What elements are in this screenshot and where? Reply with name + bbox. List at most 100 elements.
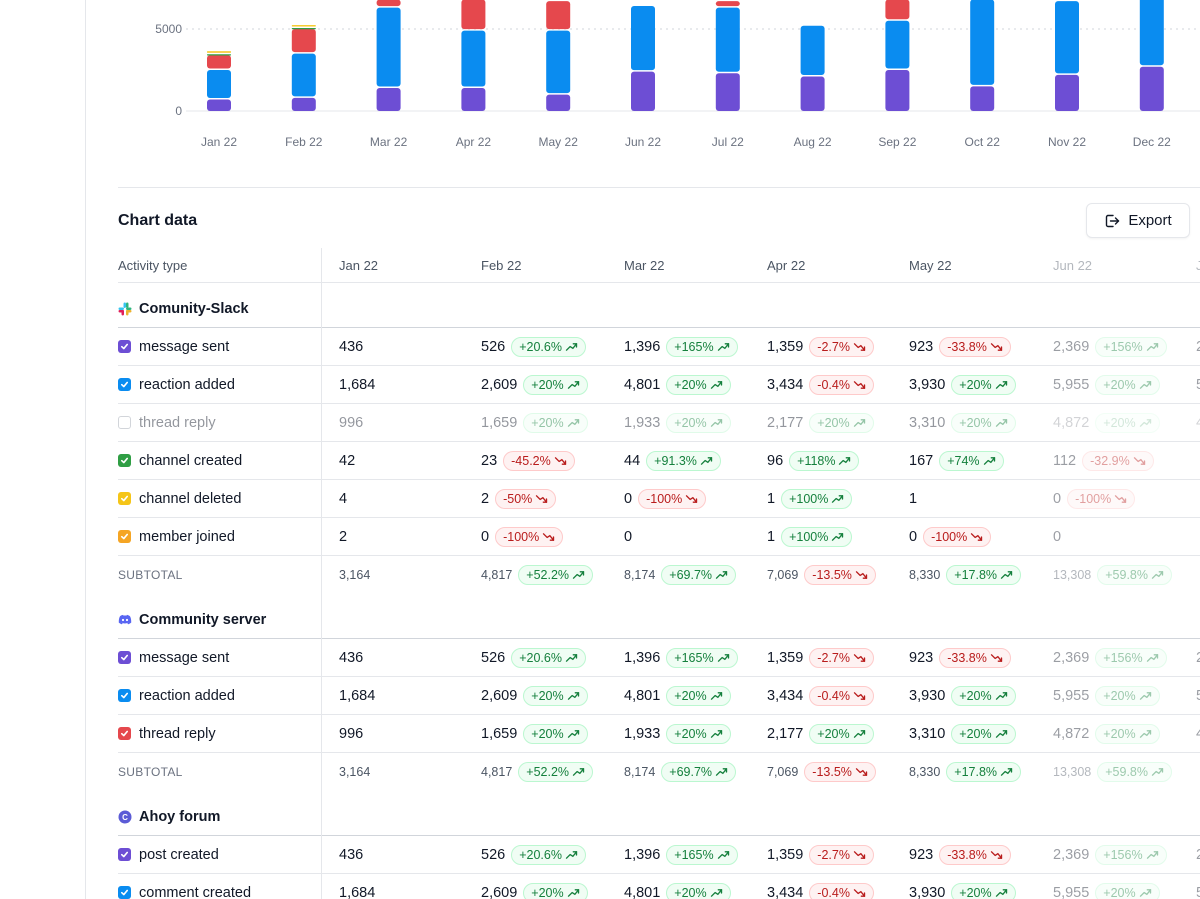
- trend-up-icon: [572, 571, 585, 579]
- trend-up-icon: [710, 691, 722, 700]
- export-button[interactable]: Export: [1086, 203, 1190, 238]
- bar-segment[interactable]: [715, 7, 740, 72]
- cell-value: 1,933: [624, 725, 661, 742]
- header-month[interactable]: Apr 22: [767, 258, 806, 273]
- table-cell: 3,434 -0.4%: [767, 366, 874, 403]
- change-badge: +100%: [781, 488, 853, 509]
- header-month[interactable]: Mar 22: [624, 258, 665, 273]
- row-checkbox[interactable]: [118, 340, 131, 353]
- activity-label-cell: thread reply: [118, 715, 216, 752]
- bar-segment[interactable]: [546, 94, 571, 111]
- row-checkbox[interactable]: [118, 492, 131, 505]
- bar-segment[interactable]: [291, 28, 316, 30]
- table-row[interactable]: message sent 436 526 +20.6% 1,396 +165% 1,359-…: [118, 639, 1200, 677]
- trend-up-icon: [839, 456, 851, 465]
- activity-label: reaction added: [139, 376, 235, 393]
- bar-segment[interactable]: [1055, 74, 1079, 111]
- row-checkbox[interactable]: [118, 416, 131, 429]
- row-checkbox[interactable]: [118, 848, 131, 861]
- group-row[interactable]: C Ahoy forum: [118, 791, 1200, 836]
- trend-up-icon: [565, 342, 578, 351]
- cell-value: 1: [767, 490, 776, 507]
- change-badge: +20%: [1095, 374, 1160, 395]
- table-row[interactable]: thread reply 996 1,659 +20% 1,933 +20% 2,177 +2…: [118, 715, 1200, 753]
- row-checkbox[interactable]: [118, 378, 131, 391]
- group-row[interactable]: Community server: [118, 594, 1200, 639]
- bar-segment[interactable]: [376, 88, 401, 111]
- group-row[interactable]: Comunity-Slack: [118, 283, 1200, 328]
- table-row[interactable]: channel created 42 23 -45.2% 44 +91.3% 96 +118%…: [118, 442, 1200, 480]
- export-icon: [1106, 214, 1120, 227]
- cell-value: 1,359: [767, 338, 804, 355]
- row-checkbox[interactable]: [118, 651, 131, 664]
- bar-segment[interactable]: [1139, 66, 1164, 111]
- bar-segment[interactable]: [800, 25, 825, 76]
- bar-segment[interactable]: [546, 30, 571, 94]
- table-cell: 996: [339, 404, 363, 441]
- bar-segment[interactable]: [715, 1, 740, 7]
- bar-segment[interactable]: [207, 70, 231, 99]
- group-label: C Ahoy forum: [118, 791, 220, 835]
- cell-value: 1,396: [624, 649, 661, 666]
- table-row[interactable]: message sent 436 526 +20.6% 1,396 +165% 1,359-…: [118, 328, 1200, 366]
- bar-segment[interactable]: [461, 88, 486, 111]
- bar-segment[interactable]: [291, 29, 316, 53]
- trend-up-icon: [853, 418, 865, 427]
- header-month[interactable]: Jun 22: [1053, 258, 1093, 273]
- activity-label-cell: reaction added: [118, 366, 235, 403]
- header-month[interactable]: May 22: [909, 258, 952, 273]
- bar-segment[interactable]: [885, 70, 910, 111]
- row-checkbox[interactable]: [118, 689, 131, 702]
- table-row[interactable]: reaction added 1,684 2,609 +20% 4,801 +20% 3,4…: [118, 677, 1200, 715]
- header-month[interactable]: J: [1196, 258, 1200, 273]
- bar-segment[interactable]: [1055, 1, 1079, 74]
- change-percent: +20.6%: [519, 650, 562, 665]
- bar-segment[interactable]: [631, 71, 655, 111]
- bar-segment[interactable]: [715, 73, 740, 111]
- row-checkbox[interactable]: [118, 886, 131, 899]
- cell-value: 2,177: [767, 725, 804, 742]
- bar-segment[interactable]: [376, 7, 401, 87]
- table-cell: 0 -100%: [481, 518, 564, 555]
- bar-segment[interactable]: [207, 99, 231, 111]
- bar-segment[interactable]: [885, 20, 910, 69]
- table-row[interactable]: thread reply 996 1,659 +20% 1,933 +20% 2,177 +2…: [118, 404, 1200, 442]
- table-cell: 1,396 +165%: [624, 639, 738, 676]
- change-badge: +20%: [666, 412, 731, 433]
- bar-segment[interactable]: [631, 6, 655, 71]
- table-row[interactable]: reaction added 1,684 2,609 +20% 4,801 +20% 3,4…: [118, 366, 1200, 404]
- bar-segment[interactable]: [970, 86, 995, 111]
- bar-segment[interactable]: [207, 55, 231, 69]
- bar-segment[interactable]: [207, 51, 231, 53]
- bar-segment[interactable]: [291, 53, 316, 97]
- row-checkbox[interactable]: [118, 727, 131, 740]
- bar-segment[interactable]: [291, 25, 316, 27]
- table-row[interactable]: channel deleted 4 2 -50% 0 -100% 1 +100% 1 0 -100%: [118, 480, 1200, 518]
- bar-segment[interactable]: [546, 1, 571, 30]
- table-cell: 5: [1196, 677, 1200, 714]
- activity-label: message sent: [139, 649, 230, 666]
- table-row[interactable]: comment created 1,684 2,609 +20% 4,801 +20% 3,…: [118, 874, 1200, 899]
- table-row[interactable]: member joined 2 0 -100% 0 1 +100% 0 -100% 0: [118, 518, 1200, 556]
- trend-up-icon: [565, 850, 578, 859]
- header-month[interactable]: Jan 22: [339, 258, 379, 273]
- trend-up-icon: [567, 729, 579, 738]
- bar-segment[interactable]: [376, 0, 401, 7]
- bar-segment[interactable]: [885, 0, 910, 20]
- bar-segment[interactable]: [1139, 0, 1164, 66]
- x-tick-label: Sep 22: [878, 135, 916, 149]
- bar-segment[interactable]: [970, 0, 995, 85]
- svg-text:C: C: [122, 813, 128, 822]
- bar-segment[interactable]: [291, 97, 316, 111]
- bar-segment[interactable]: [800, 76, 825, 111]
- header-month[interactable]: Feb 22: [481, 258, 522, 273]
- cell-value: 923: [909, 338, 934, 355]
- table-row[interactable]: post created 436 526 +20.6% 1,396 +165% 1,359-…: [118, 836, 1200, 874]
- bar-segment[interactable]: [461, 0, 486, 30]
- row-checkbox[interactable]: [118, 454, 131, 467]
- cell-value: 436: [339, 846, 364, 863]
- bar-segment[interactable]: [461, 30, 486, 87]
- change-percent: -2.7%: [817, 339, 850, 354]
- bar-segment[interactable]: [207, 54, 231, 56]
- row-checkbox[interactable]: [118, 530, 131, 543]
